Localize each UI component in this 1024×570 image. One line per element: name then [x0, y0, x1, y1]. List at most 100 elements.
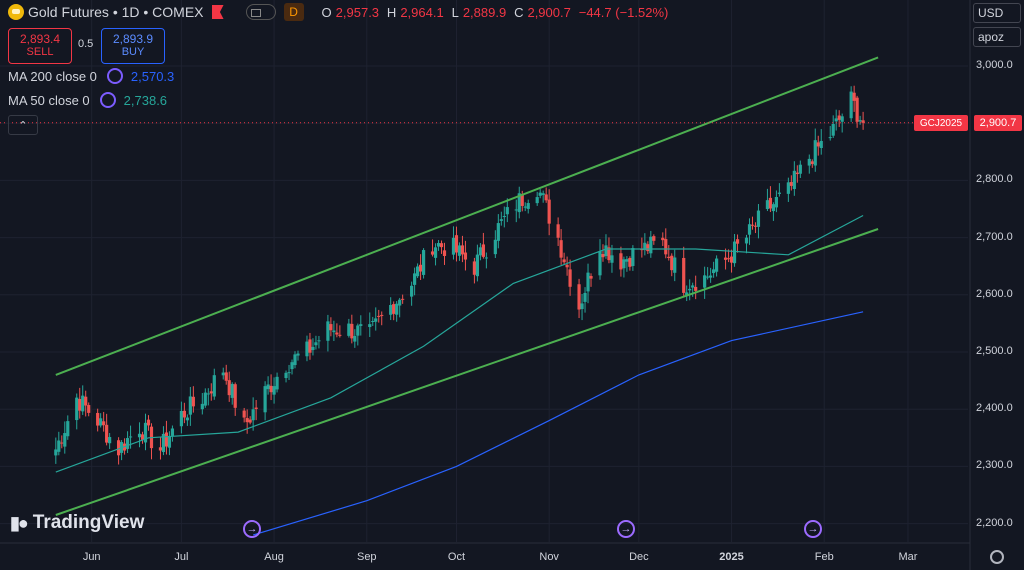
- candle-body: [105, 424, 109, 443]
- event-marker-icon[interactable]: →: [804, 520, 822, 538]
- candle-body: [161, 433, 166, 453]
- candle-body: [601, 254, 605, 258]
- open-label: O: [321, 5, 332, 20]
- indicator-ma200[interactable]: MA 200 close 0 2,570.3: [8, 68, 174, 84]
- candle-body: [164, 432, 169, 447]
- candle-body: [57, 440, 61, 452]
- candle-body: [535, 197, 539, 204]
- candle-body: [84, 396, 88, 406]
- candle-body: [284, 372, 288, 379]
- indicator-settings-icon[interactable]: [106, 68, 123, 84]
- event-marker-icon[interactable]: →: [243, 520, 261, 538]
- candle-body: [685, 292, 689, 296]
- candle-body: [433, 247, 438, 258]
- candle-body: [753, 225, 758, 227]
- candle-body: [622, 259, 626, 269]
- candle-body: [296, 353, 300, 356]
- candle-body: [377, 315, 381, 317]
- candle-body: [813, 140, 817, 166]
- candle-body: [858, 120, 862, 122]
- candle-body: [706, 276, 710, 278]
- sell-button[interactable]: 2,893.4 SELL: [8, 28, 72, 64]
- interval-badge[interactable]: D: [283, 3, 304, 21]
- x-tick-label: Aug: [264, 551, 284, 563]
- x-tick-label: Jun: [82, 551, 101, 563]
- candle-body: [547, 199, 551, 224]
- candle-body: [54, 449, 58, 456]
- candle-body: [460, 245, 465, 255]
- channel-upper-line: [55, 56, 879, 376]
- close-value: 2,900.7: [527, 5, 571, 20]
- candle-body: [715, 258, 719, 272]
- candle-body: [810, 161, 814, 164]
- candle-body: [795, 172, 799, 175]
- candle-body: [777, 192, 781, 194]
- candle-body: [143, 422, 148, 443]
- candle-body: [224, 372, 228, 381]
- low-label: L: [451, 5, 459, 20]
- flag-icon[interactable]: [211, 5, 224, 19]
- open-value: 2,957.3: [335, 5, 380, 20]
- x-tick-label: Dec: [629, 551, 649, 563]
- symbol-title[interactable]: Gold Futures • 1D • COMEX: [28, 4, 204, 20]
- candle-body: [254, 407, 258, 409]
- tradingview-logo[interactable]: ▮● TradingView: [10, 512, 144, 534]
- candle-body: [852, 92, 856, 101]
- candle-body: [744, 237, 749, 244]
- candle-body: [610, 255, 614, 263]
- candle-body: [786, 182, 790, 194]
- candle-body: [840, 116, 844, 122]
- low-value: 2,889.9: [462, 5, 507, 20]
- candle-body: [275, 376, 279, 390]
- buy-button[interactable]: 2,893.9 BUY: [101, 28, 165, 64]
- candle-body: [158, 447, 163, 451]
- candle-body: [401, 298, 405, 300]
- candle-body: [416, 266, 420, 277]
- event-marker-icon[interactable]: →: [617, 520, 635, 538]
- candle-body: [568, 269, 572, 287]
- candle-body: [99, 418, 103, 426]
- candle-body: [398, 299, 402, 306]
- candle-body: [849, 91, 853, 119]
- candle-body: [580, 303, 584, 310]
- candle-body: [598, 250, 602, 276]
- candle-body: [430, 251, 435, 255]
- close-label: C: [514, 5, 524, 20]
- candle-body: [182, 410, 186, 418]
- candle-body: [514, 209, 518, 211]
- candle-body: [125, 438, 130, 449]
- collapse-legend-button[interactable]: ⌃: [8, 115, 38, 135]
- candle-body: [269, 385, 273, 393]
- candle-body: [586, 272, 590, 292]
- candle-body: [395, 303, 399, 315]
- x-tick-label: Oct: [447, 551, 466, 563]
- unit-select[interactable]: apoz: [973, 27, 1021, 47]
- candle-body: [251, 409, 255, 421]
- candle-body: [317, 340, 321, 342]
- candle-body: [673, 257, 677, 273]
- candle-body: [834, 118, 838, 122]
- candle-body: [735, 239, 740, 244]
- y-tick-label: 2,500.0: [976, 345, 1013, 357]
- x-tick-label: Mar: [898, 551, 918, 563]
- candle-body: [771, 204, 776, 212]
- candle-body: [389, 304, 393, 315]
- high-label: H: [386, 5, 397, 20]
- gear-icon[interactable]: [990, 550, 1004, 564]
- candle-body: [338, 334, 342, 336]
- candle-body: [502, 215, 506, 218]
- candle-body: [371, 320, 375, 322]
- currency-select[interactable]: USD: [973, 3, 1021, 23]
- candle-body: [305, 341, 309, 357]
- candle-body: [828, 137, 832, 139]
- indicator-ma50[interactable]: MA 50 close 0 2,738.6: [8, 92, 167, 108]
- candle-body: [577, 284, 581, 310]
- candle-body: [356, 325, 360, 336]
- candle-body: [314, 342, 318, 346]
- visibility-toggle-icon[interactable]: [245, 4, 276, 20]
- indicator-settings-icon[interactable]: [99, 92, 116, 108]
- candle-body: [436, 242, 441, 247]
- candle-body: [667, 256, 671, 258]
- candle-body: [661, 237, 665, 241]
